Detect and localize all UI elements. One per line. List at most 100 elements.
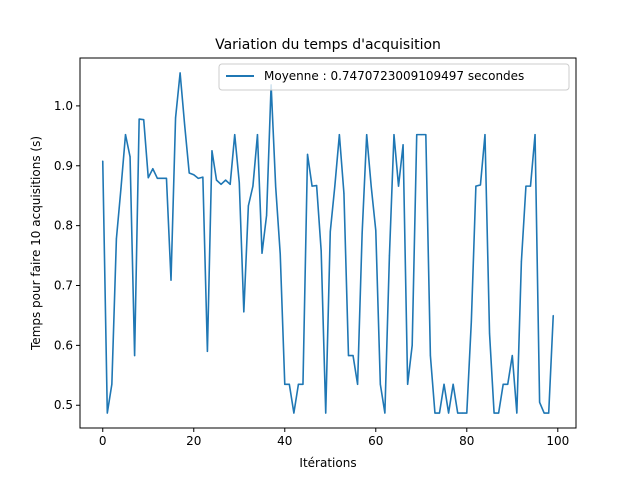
data-point <box>402 144 404 146</box>
data-point <box>202 176 204 178</box>
data-point <box>529 185 532 187</box>
data-point <box>520 260 522 263</box>
data-point <box>138 118 140 120</box>
data-point <box>252 185 254 187</box>
data-point <box>452 383 454 385</box>
data-point <box>411 344 413 346</box>
data-point <box>543 412 545 414</box>
data-point <box>397 185 400 187</box>
data-point <box>115 238 117 240</box>
data-point <box>120 187 122 190</box>
data-point <box>475 185 477 187</box>
data-point <box>343 192 345 194</box>
chart-title: Variation du temps d'acquisition <box>215 37 441 53</box>
data-point <box>525 185 527 187</box>
data-point <box>407 383 409 385</box>
data-point <box>229 183 231 185</box>
data-point <box>457 412 459 414</box>
data-point <box>425 134 427 136</box>
data-point <box>484 134 486 136</box>
axes-frame <box>79 57 577 429</box>
legend-label: Moyenne : 0.7470723009109497 secondes <box>264 69 524 83</box>
x-axis-label: Itérations <box>299 456 356 470</box>
data-point <box>265 214 268 217</box>
data-point <box>447 412 450 414</box>
data-point <box>334 185 336 187</box>
data-point <box>443 383 445 385</box>
data-point <box>215 179 218 181</box>
axis-ticks: 0 20 40 60 80 100 0.5 0.6 0.7 0.8 0.9 1.0 <box>54 99 569 448</box>
x-tick-label: 60 <box>368 434 383 448</box>
x-tick-label: 80 <box>459 434 474 448</box>
data-point <box>366 134 368 136</box>
x-tick-label: 20 <box>186 434 201 448</box>
data-point <box>488 332 491 334</box>
data-point <box>134 354 136 357</box>
x-tick-label: 40 <box>277 434 292 448</box>
data-point <box>384 412 386 414</box>
data-point <box>338 134 340 136</box>
series-line <box>101 72 555 414</box>
data-point <box>193 174 195 176</box>
y-axis-label: Temps pour faire 10 acquisitions (s) <box>29 136 43 351</box>
data-point <box>434 412 436 414</box>
data-point <box>284 383 286 385</box>
data-point <box>429 354 431 357</box>
y-tick-label: 0.9 <box>54 159 73 173</box>
data-point <box>256 134 259 136</box>
x-tick-label: 0 <box>99 434 107 448</box>
data-point <box>461 412 463 414</box>
data-point <box>225 179 227 181</box>
data-point <box>297 383 300 385</box>
data-point <box>552 314 554 317</box>
data-point <box>174 117 177 119</box>
data-point <box>311 185 313 187</box>
data-point <box>111 383 113 385</box>
data-point <box>161 177 163 179</box>
x-tick-label: 100 <box>546 434 569 448</box>
data-point <box>261 252 263 254</box>
data-point <box>539 401 541 403</box>
data-point <box>106 412 108 414</box>
data-point <box>302 383 304 385</box>
data-point <box>279 253 281 255</box>
data-point <box>347 354 350 357</box>
data-point <box>143 119 145 121</box>
data-point <box>416 134 418 136</box>
data-point <box>102 160 104 162</box>
data-point <box>548 412 550 414</box>
data-point <box>188 172 190 174</box>
y-tick-label: 0.6 <box>54 338 73 352</box>
data-point <box>361 232 363 235</box>
data-point <box>502 383 504 385</box>
data-point <box>124 134 127 136</box>
data-point <box>507 383 509 385</box>
data-point <box>293 412 295 414</box>
data-point <box>420 134 422 136</box>
data-point <box>470 320 472 323</box>
data-point <box>511 354 513 357</box>
data-point <box>466 412 468 414</box>
data-point <box>206 350 209 352</box>
data-point <box>275 186 277 188</box>
data-point <box>170 279 172 281</box>
data-point <box>288 383 290 385</box>
data-point <box>184 124 186 126</box>
data-point <box>329 231 331 233</box>
data-point <box>316 184 318 187</box>
data-point <box>156 177 158 179</box>
data-point <box>247 205 249 207</box>
data-point <box>152 168 154 170</box>
data-point <box>147 177 149 179</box>
data-point <box>498 412 500 414</box>
data-point <box>493 412 495 414</box>
data-point <box>534 134 536 136</box>
data-point <box>370 186 372 188</box>
data-point <box>375 229 377 232</box>
y-tick-label: 0.5 <box>54 398 73 412</box>
data-point <box>220 183 222 185</box>
data-point <box>320 250 322 252</box>
data-point <box>129 156 131 158</box>
data-point <box>238 181 240 184</box>
y-tick-label: 0.8 <box>54 219 73 233</box>
